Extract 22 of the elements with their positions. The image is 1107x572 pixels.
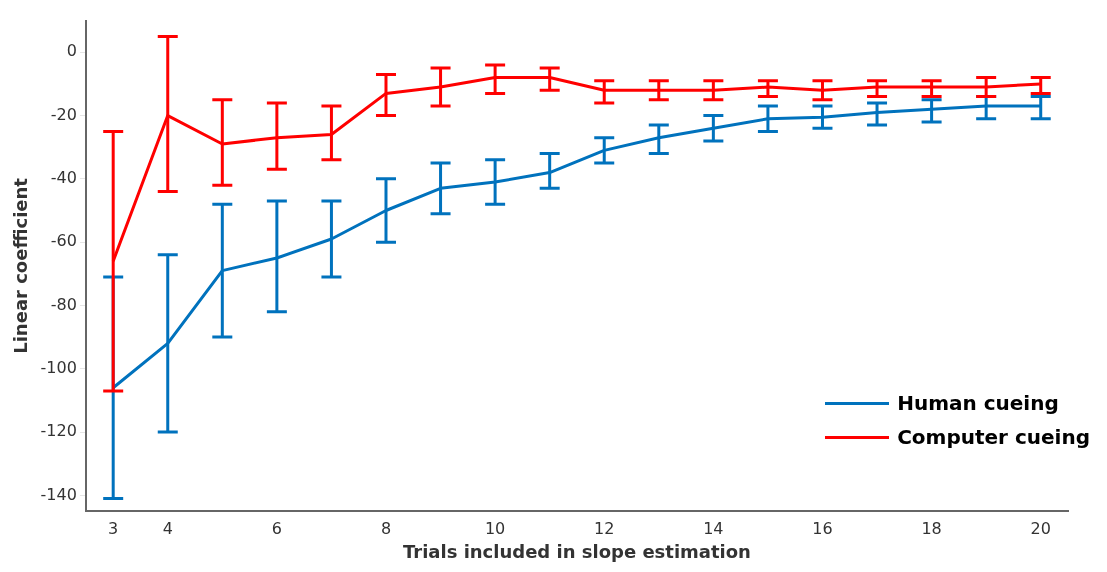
y-tick-label: -20 xyxy=(50,104,77,124)
y-tick-label: -100 xyxy=(40,357,77,377)
x-tick-label: 10 xyxy=(484,518,506,538)
y-tick-label: -120 xyxy=(40,421,77,441)
y-axis-title: Linear coefficient xyxy=(10,177,32,354)
y-tick-label: -80 xyxy=(50,294,77,314)
x-tick-label: 20 xyxy=(1030,518,1051,538)
x-tick-label: 12 xyxy=(594,518,615,538)
x-tick-label: 18 xyxy=(921,518,942,538)
legend-label: Human cueing xyxy=(897,391,1059,415)
x-tick-label: 6 xyxy=(271,518,282,538)
y-tick-label: 0 xyxy=(66,41,77,61)
x-tick-label: 4 xyxy=(162,518,173,538)
legend-label: Computer cueing xyxy=(897,425,1090,449)
x-tick-label: 8 xyxy=(380,518,392,538)
x-tick-label: 3 xyxy=(108,518,119,538)
y-tick-label: -140 xyxy=(40,484,77,504)
x-axis-title: Trials included in slope estimation xyxy=(402,540,751,562)
y-tick-label: -60 xyxy=(50,231,77,251)
x-tick-label: 16 xyxy=(812,518,833,538)
y-tick-label: -40 xyxy=(50,168,77,188)
x-tick-label: 14 xyxy=(703,518,724,538)
